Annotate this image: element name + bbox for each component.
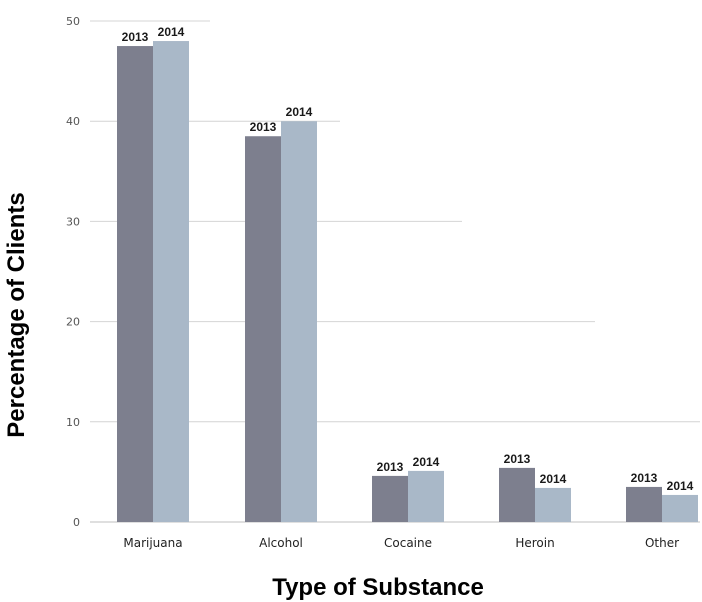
x-category-cocaine: Cocaine (384, 536, 432, 550)
x-category-alcohol: Alcohol (259, 536, 303, 550)
y-axis-ticks: 0 10 20 30 40 50 (66, 15, 80, 529)
bar-label-2013-cocaine: 2013 (377, 460, 404, 474)
bar-2013-marijuana (117, 46, 153, 523)
y-tick-label: 50 (66, 15, 80, 28)
bar-2014-other (662, 494, 698, 522)
bar-label-2013-heroin: 2013 (504, 452, 531, 466)
y-tick-label: 0 (73, 516, 80, 529)
y-tick-label: 30 (66, 215, 80, 228)
bar-2013-heroin (499, 467, 535, 522)
y-tick-label: 40 (66, 115, 80, 128)
bar-label-2013-other: 2013 (631, 471, 658, 485)
bar-label-2014-heroin: 2014 (540, 472, 567, 486)
x-category-other: Other (645, 536, 679, 550)
bar-2013-cocaine (372, 475, 408, 522)
bar-2013-other (626, 486, 662, 522)
bars (117, 41, 698, 523)
x-category-heroin: Heroin (515, 536, 554, 550)
bar-label-2013-marijuana: 2013 (122, 30, 149, 44)
bar-label-2014-cocaine: 2014 (413, 455, 440, 469)
bar-label-2014-marijuana: 2014 (158, 25, 185, 39)
bar-2013-alcohol (245, 136, 281, 523)
x-category-marijuana: Marijuana (123, 536, 182, 550)
bar-data-labels: 2013 2014 2013 2014 2013 2014 2013 2014 2013 2014 (122, 25, 694, 493)
bar-label-2014-other: 2014 (667, 479, 694, 493)
bar-2014-cocaine (408, 470, 444, 522)
bar-2014-alcohol (281, 121, 317, 522)
bar-label-2014-alcohol: 2014 (286, 105, 313, 119)
bar-label-2013-alcohol: 2013 (250, 120, 277, 134)
bar-2014-heroin (535, 487, 571, 522)
y-axis-title: Percentage of Clients (3, 192, 30, 437)
y-tick-label: 10 (66, 416, 80, 429)
x-axis-title: Type of Substance (272, 574, 484, 601)
x-axis-category-labels: Marijuana Alcohol Cocaine Heroin Other (123, 536, 679, 550)
bar-2014-marijuana (153, 41, 189, 522)
y-tick-label: 20 (66, 316, 80, 329)
